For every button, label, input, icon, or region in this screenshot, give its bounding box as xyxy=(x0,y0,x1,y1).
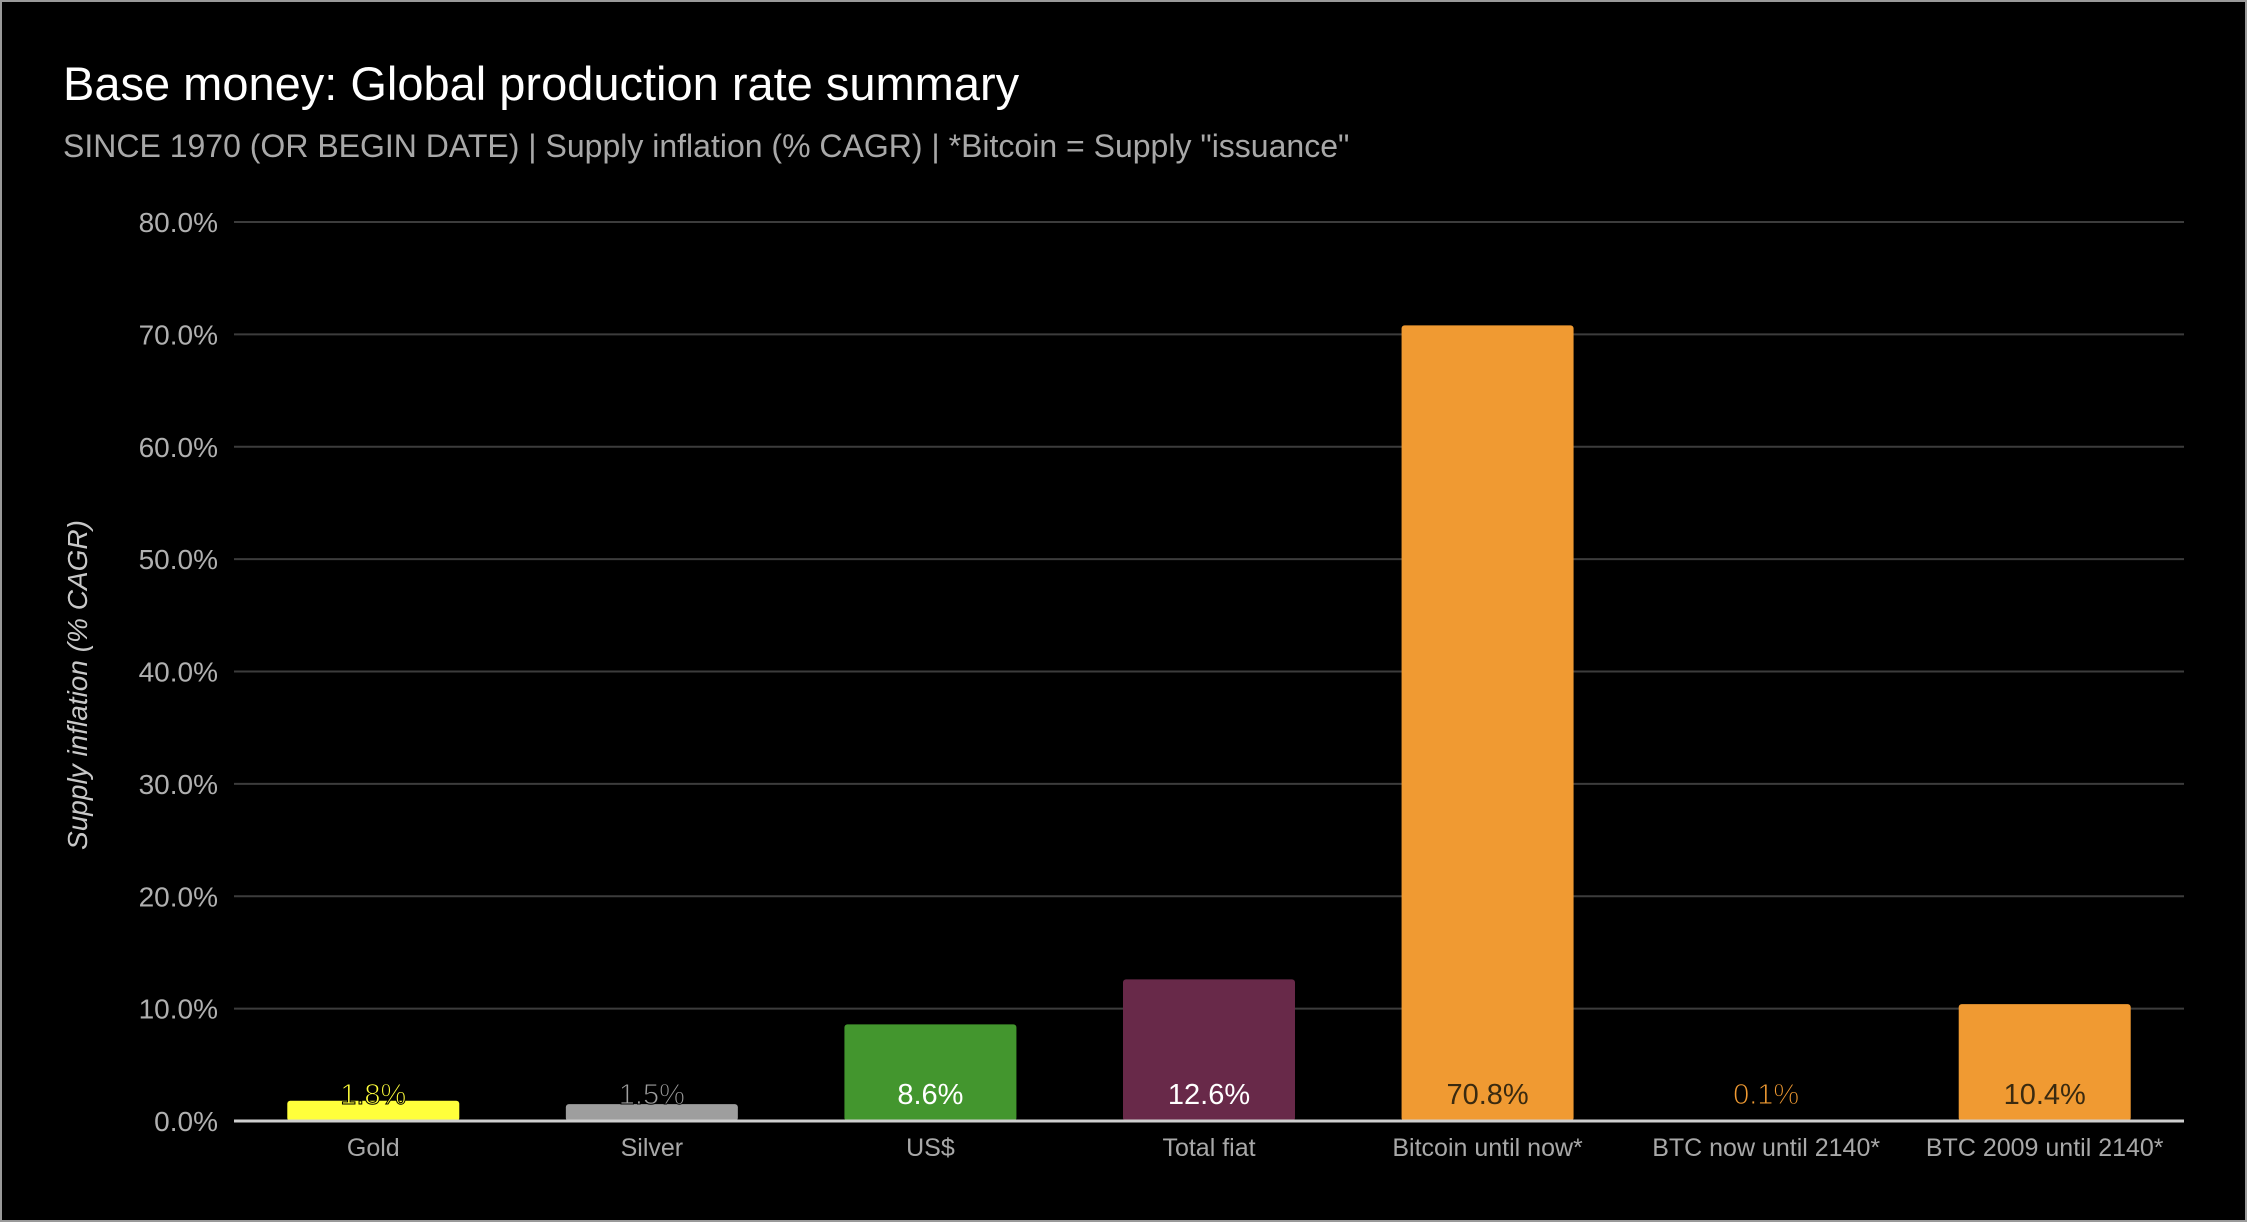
data-label: 12.6% xyxy=(1168,1079,1250,1111)
y-tick-label: 0.0% xyxy=(154,1106,218,1137)
data-label: 0.1% xyxy=(1733,1079,1799,1111)
x-tick-label: US$ xyxy=(906,1134,955,1162)
y-tick-label: 20.0% xyxy=(139,881,218,912)
data-label: 70.8% xyxy=(1446,1079,1528,1111)
data-label: 1.5% xyxy=(619,1079,685,1111)
bar xyxy=(1958,1004,2131,1121)
x-tick-label: Silver xyxy=(621,1134,684,1162)
bar xyxy=(844,1024,1017,1121)
x-tick-label: Total fiat xyxy=(1162,1134,1255,1162)
y-tick-label: 70.0% xyxy=(139,319,218,350)
y-tick-label: 40.0% xyxy=(139,657,218,688)
y-tick-label: 30.0% xyxy=(139,769,218,800)
x-tick-label: BTC now until 2140* xyxy=(1652,1134,1880,1162)
y-tick-label: 60.0% xyxy=(139,432,218,463)
data-label: 10.4% xyxy=(2004,1079,2086,1111)
bar xyxy=(1401,325,1574,1121)
bar xyxy=(565,1104,738,1121)
data-label: 8.6% xyxy=(897,1079,963,1111)
data-label: 1.8% xyxy=(340,1079,406,1111)
x-tick-label: BTC 2009 until 2140* xyxy=(1926,1134,2164,1162)
x-tick-label: Gold xyxy=(347,1134,400,1162)
bar xyxy=(1123,979,1295,1121)
bar xyxy=(287,1100,460,1121)
chart-subtitle: SINCE 1970 (OR BEGIN DATE) | Supply infl… xyxy=(63,128,1350,164)
y-tick-label: 10.0% xyxy=(139,994,218,1025)
y-tick-label: 80.0% xyxy=(139,207,218,238)
chart-title: Base money: Global production rate summa… xyxy=(63,57,1020,110)
y-tick-label: 50.0% xyxy=(139,544,218,575)
x-tick-label: Bitcoin until now* xyxy=(1392,1134,1583,1162)
